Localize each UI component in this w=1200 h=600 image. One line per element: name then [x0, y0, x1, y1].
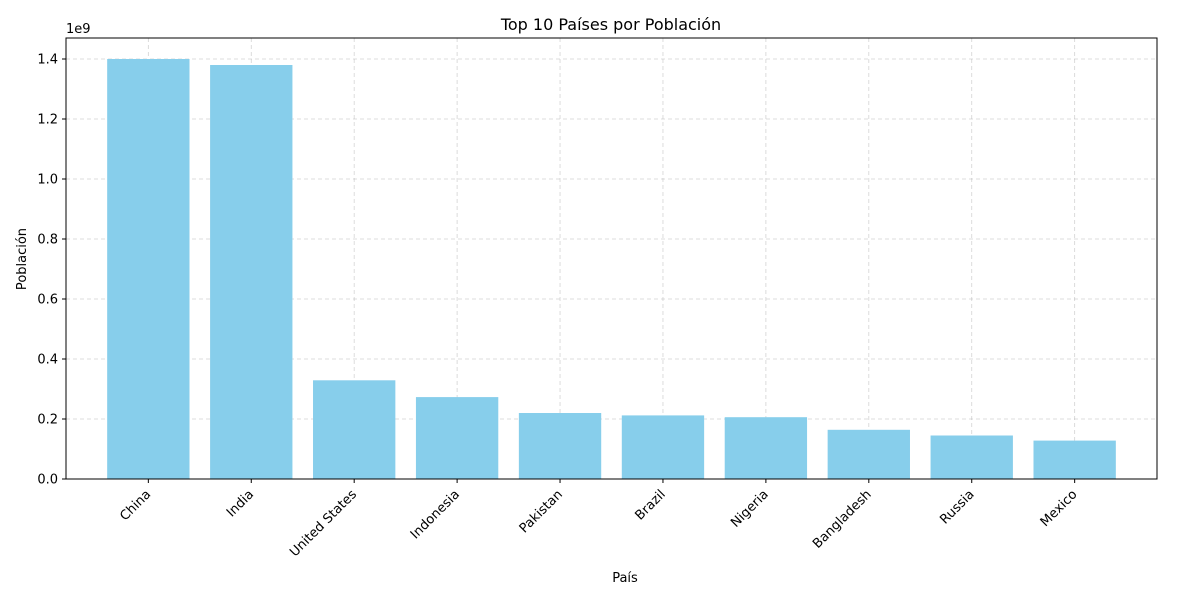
bar [415, 397, 499, 479]
y-tick-label: 0.0 [37, 473, 58, 488]
x-tick-label: India [224, 487, 257, 520]
x-tick-label: China [117, 487, 154, 524]
x-ticks: China India United States Indonesia Pakistan… [117, 479, 1081, 560]
bar [827, 429, 910, 479]
y-axis-label: Población [15, 228, 30, 290]
x-tick-label: Brazil [633, 487, 669, 523]
y-tick-label: 1.4 [37, 53, 58, 68]
bar [107, 59, 190, 479]
chart-title: Top 10 Países por Población [500, 15, 721, 34]
x-axis-label: País [612, 571, 638, 586]
bar [313, 380, 396, 479]
y-tick-label: 0.8 [37, 233, 58, 248]
y-tick-label: 1.2 [37, 113, 58, 128]
y-offset-text: 1e9 [66, 22, 91, 37]
y-tick-label: 0.6 [37, 293, 58, 308]
x-tick-label: Russia [937, 487, 977, 527]
y-tick-label: 0.2 [37, 413, 58, 428]
bar [724, 417, 808, 479]
x-tick-label: Nigeria [728, 487, 771, 530]
bar [518, 413, 602, 479]
x-tick-label: Bangladesh [810, 487, 875, 552]
x-tick-label: United States [287, 487, 360, 560]
x-tick-label: Indonesia [408, 487, 463, 542]
y-tick-label: 0.4 [37, 353, 58, 368]
plot-frame [65, 37, 1158, 480]
bar [1033, 440, 1116, 479]
bar [930, 435, 1013, 479]
bars [107, 59, 1116, 479]
bar [210, 65, 293, 479]
y-tick-label: 1.0 [37, 173, 58, 188]
bar [621, 415, 705, 479]
x-tick-label: Mexico [1038, 487, 1081, 530]
x-tick-label: Pakistan [517, 487, 566, 536]
y-ticks: 0.0 0.2 0.4 0.6 0.8 1.0 1.2 1.4 [37, 53, 66, 488]
